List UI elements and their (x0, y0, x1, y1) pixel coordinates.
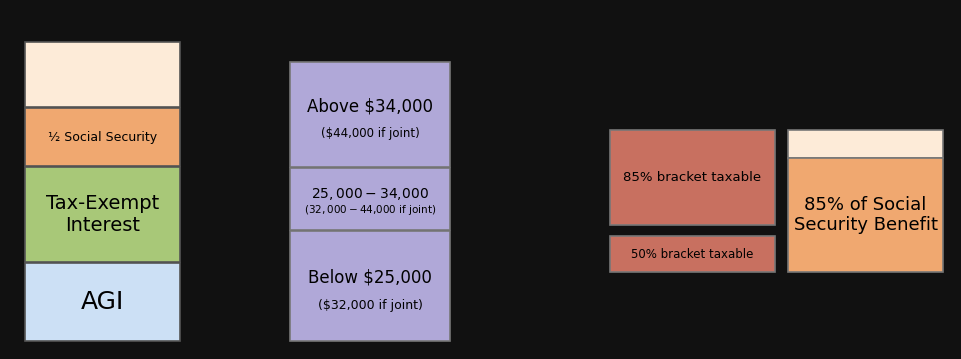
Bar (290, 62, 450, 167)
Text: Tax-Exempt
Interest: Tax-Exempt Interest (46, 194, 160, 235)
Bar (610, 130, 775, 225)
Text: Below $25,000: Below $25,000 (308, 268, 431, 286)
Text: 85% of Social
Security Benefit: 85% of Social Security Benefit (794, 196, 938, 234)
Text: 85% bracket taxable: 85% bracket taxable (624, 171, 761, 184)
Bar (290, 168, 450, 230)
Bar (290, 231, 450, 341)
Text: ($44,000 if joint): ($44,000 if joint) (321, 127, 419, 140)
Bar (25, 108, 180, 166)
Text: ($32,000 if joint): ($32,000 if joint) (317, 299, 423, 312)
Bar (25, 263, 180, 341)
Text: ($32,000 - $44,000 if joint): ($32,000 - $44,000 if joint) (304, 203, 436, 217)
Bar (25, 167, 180, 262)
Text: AGI: AGI (81, 290, 124, 314)
Text: 50% bracket taxable: 50% bracket taxable (631, 247, 753, 261)
Bar (788, 130, 943, 158)
Bar (610, 236, 775, 272)
Bar (25, 42, 180, 107)
Text: ½ Social Security: ½ Social Security (48, 131, 157, 144)
Bar (788, 158, 943, 272)
Text: $25,000 - $34,000: $25,000 - $34,000 (311, 186, 429, 202)
Text: Above $34,000: Above $34,000 (307, 97, 433, 115)
